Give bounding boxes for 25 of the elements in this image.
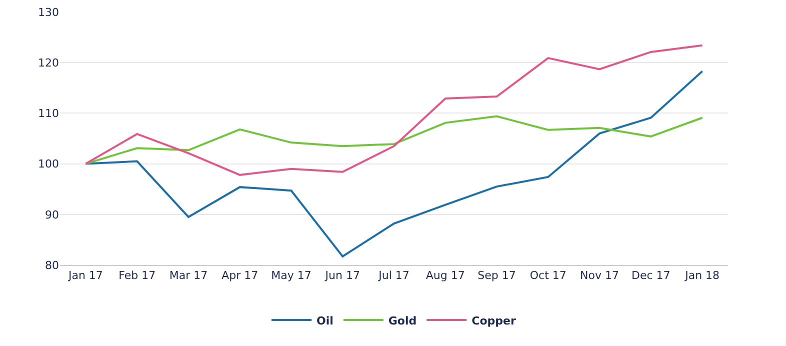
line-series (84, 70, 704, 258)
y-tick-label: 90 (45, 208, 59, 222)
y-tick-label: 110 (38, 107, 59, 120)
y-tick-label: 100 (38, 158, 59, 171)
legend-label: Copper (472, 314, 516, 328)
x-tick-label: Jul 17 (378, 269, 410, 282)
x-tick-label: Dec 17 (632, 269, 670, 282)
x-tick-label: Sep 17 (478, 269, 516, 282)
x-tick-label: Apr 17 (222, 269, 258, 282)
x-tick-label: Oct 17 (530, 269, 566, 282)
x-tick-label: Aug 17 (426, 269, 465, 282)
legend-label: Gold (388, 314, 417, 328)
x-tick-label: Nov 17 (580, 269, 620, 282)
x-tick-label: Feb 17 (118, 269, 156, 282)
line-series (84, 115, 704, 165)
y-tick-label: 120 (38, 56, 59, 70)
y-tick-label: 80 (45, 258, 59, 272)
x-tick-label: Jan 17 (67, 269, 103, 282)
x-tick-label: Mar 17 (169, 269, 208, 282)
x-tick-label: Jan 18 (684, 269, 720, 282)
line-series (84, 44, 704, 176)
y-tick-label: 130 (38, 6, 59, 19)
legend-label: Oil (316, 314, 334, 328)
x-tick-label: May 17 (271, 269, 312, 282)
x-tick-label: Jun 17 (324, 269, 360, 282)
